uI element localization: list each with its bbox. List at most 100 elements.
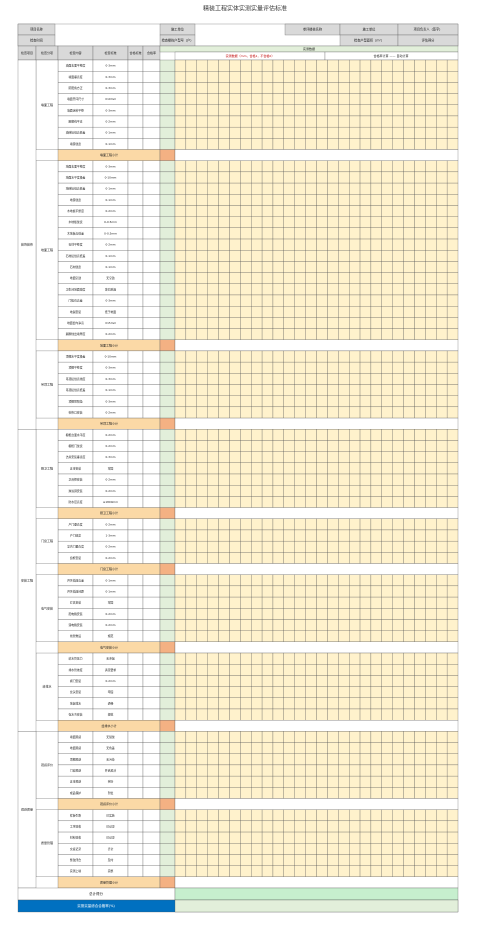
data-cell: [436, 809, 448, 822]
data-cell: [436, 82, 448, 94]
data-cell: [283, 753, 295, 766]
item-content: 地面空鼓: [70, 276, 81, 280]
data-cell: [272, 496, 284, 508]
item-content: 地面套内净高: [67, 321, 84, 325]
data-cell: [316, 451, 328, 463]
data-cell: [196, 194, 208, 206]
data-cell: [283, 104, 295, 117]
data-cell: [425, 518, 437, 531]
data-cell: [338, 138, 350, 150]
data-cell: [294, 843, 306, 855]
data-cell: [218, 182, 230, 195]
data-cell: [196, 787, 208, 799]
data-cell: [207, 585, 219, 598]
data-cell: [251, 731, 263, 743]
data-cell: [381, 227, 393, 240]
data-cell: [403, 630, 415, 642]
section-name: 门窗工程: [41, 538, 53, 543]
data-cell: [414, 608, 426, 620]
data-cell: [218, 854, 230, 866]
data-cell: [349, 473, 361, 486]
data-cell: [229, 708, 241, 721]
item-cell: [127, 708, 144, 721]
data-cell: [185, 138, 197, 150]
data-cell: [229, 104, 241, 117]
column-header: 合格标准: [129, 50, 141, 55]
data-cell: [403, 485, 415, 497]
data-cell: [229, 596, 241, 609]
data-cell: [381, 865, 393, 877]
data-cell: [305, 317, 317, 329]
data-cell: [338, 652, 350, 665]
data-cell: [327, 451, 339, 463]
data-cell: [218, 361, 230, 374]
data-cell: [229, 126, 241, 139]
data-cell: [425, 831, 437, 844]
data-cell: [338, 440, 350, 452]
data-cell: [338, 753, 350, 766]
data-cell: [283, 731, 295, 743]
data-cell: [229, 742, 241, 754]
data-cell: [218, 250, 230, 262]
data-cell: [338, 697, 350, 710]
data-cell: [196, 462, 208, 475]
item-content: 存水弯安装: [69, 713, 83, 717]
data-cell: [305, 865, 317, 877]
data-cell: [414, 831, 426, 844]
data-cell: [283, 787, 295, 799]
data-cell: [338, 820, 350, 833]
data-cell: [381, 787, 393, 799]
data-cell: [436, 328, 448, 340]
data-cell: [446, 540, 459, 553]
rate-cell: [159, 843, 176, 855]
data-cell: [436, 126, 448, 139]
data-cell: [185, 485, 197, 497]
data-cell: [436, 250, 448, 262]
data-cell: [436, 697, 448, 710]
data-cell: [229, 350, 241, 363]
data-cell: [414, 395, 426, 408]
data-cell: [174, 71, 187, 83]
data-cell: [283, 227, 295, 240]
data-cell: [327, 686, 339, 698]
item-cell: [127, 585, 144, 598]
item-content: 实测上墙: [70, 869, 81, 873]
item-content: 配电箱安装: [69, 612, 83, 616]
data-cell: [338, 373, 350, 385]
data-cell: [272, 194, 284, 206]
item-standard: 牢固: [108, 466, 114, 470]
item-content: 墙面涂料平整: [67, 108, 84, 112]
data-cell: [196, 664, 208, 676]
data-cell: [403, 350, 415, 363]
data-cell: [381, 238, 393, 251]
data-cell: [425, 731, 437, 743]
data-cell: [196, 361, 208, 374]
data-cell: [283, 675, 295, 687]
item-content: 卫生间地面坡度: [66, 287, 86, 291]
data-cell: [327, 697, 339, 710]
data-cell: [349, 596, 361, 609]
data-cell: [185, 630, 197, 642]
data-cell: [283, 429, 295, 441]
data-cell: [370, 93, 382, 105]
data-cell: [370, 831, 382, 844]
data-cell: [349, 406, 361, 419]
data-cell: [196, 373, 208, 385]
data-cell: [294, 350, 306, 363]
data-cell: [327, 675, 339, 687]
data-cell: [392, 171, 404, 184]
data-cell: [251, 787, 263, 799]
data-cell: [272, 675, 284, 687]
item-cell: [127, 138, 144, 150]
data-cell: [294, 216, 306, 228]
data-cell: [207, 440, 219, 452]
data-cell: [370, 406, 382, 419]
data-cell: [305, 552, 317, 564]
data-cell: [283, 619, 295, 631]
rate-cell: [159, 809, 176, 822]
data-cell: [403, 608, 415, 620]
data-cell: [240, 731, 252, 743]
data-cell: [174, 440, 187, 452]
data-cell: [425, 317, 437, 329]
data-cell: [403, 160, 415, 173]
